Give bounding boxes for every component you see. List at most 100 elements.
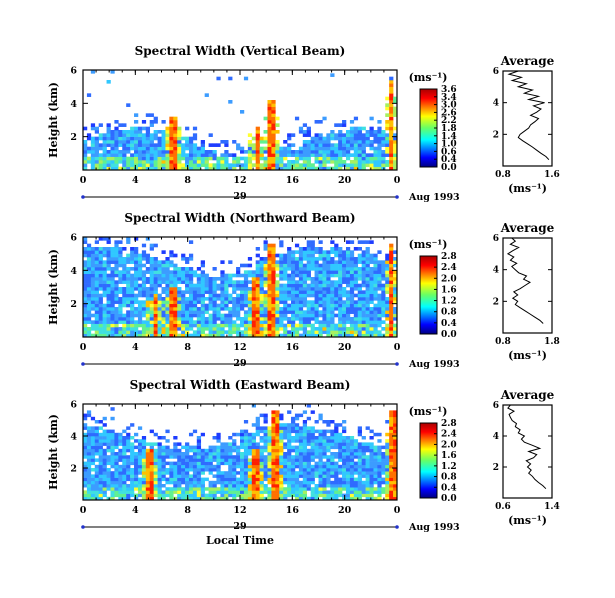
- heatmap-cell: [212, 487, 217, 491]
- heatmap-cell: [310, 439, 315, 443]
- heatmap-cell: [106, 496, 111, 501]
- heatmap-cell: [298, 270, 304, 274]
- heatmap-cell: [318, 250, 323, 254]
- heatmap-cell: [161, 143, 166, 147]
- heatmap-cell: [349, 480, 355, 485]
- heatmap-cell: [134, 464, 139, 469]
- heatmap-cell: [130, 480, 135, 485]
- heatmap-cell: [177, 320, 182, 324]
- heatmap-cell: [251, 471, 256, 475]
- x-tick-label: 8: [184, 505, 191, 516]
- heatmap-cell: [98, 160, 103, 164]
- heatmap-cell: [279, 160, 284, 164]
- heatmap-cell: [232, 448, 237, 453]
- heatmap-cell: [255, 320, 260, 324]
- heatmap-cell: [134, 166, 139, 171]
- heatmap-cell: [98, 455, 103, 459]
- heatmap-cell: [306, 243, 311, 248]
- y-axis-label: Height (km): [47, 414, 60, 490]
- heatmap-cell: [275, 150, 280, 154]
- heatmap-cell: [389, 150, 394, 154]
- heatmap-cell: [102, 237, 107, 241]
- heatmap-cell: [326, 270, 331, 274]
- heatmap-cell: [86, 468, 92, 472]
- heatmap-cell: [208, 468, 213, 472]
- heatmap-cell: [149, 300, 154, 304]
- heatmap-cell: [145, 136, 151, 141]
- heatmap-cell: [318, 416, 323, 421]
- heatmap-cell: [220, 283, 225, 288]
- heatmap-cell: [267, 267, 272, 271]
- heatmap-cell: [126, 136, 131, 141]
- heatmap-cell: [255, 153, 260, 157]
- heatmap-cell: [255, 323, 260, 328]
- heatmap-cell: [334, 247, 339, 251]
- heatmap-cell: [83, 163, 88, 167]
- heatmap-cell: [177, 493, 182, 498]
- heatmap-cell: [141, 166, 147, 171]
- heatmap-cell: [114, 327, 119, 331]
- heatmap-cell: [393, 263, 398, 268]
- heatmap-cell: [83, 293, 88, 298]
- heatmap-cell: [373, 267, 378, 271]
- heatmap-cell: [381, 327, 386, 331]
- heatmap-cell: [173, 468, 178, 472]
- heatmap-cell: [114, 126, 119, 131]
- heatmap-cell: [90, 140, 96, 144]
- heatmap-cell: [310, 240, 315, 244]
- heatmap-cell: [122, 263, 127, 268]
- heatmap-cell: [275, 477, 280, 482]
- heatmap-cell: [149, 468, 154, 472]
- heatmap-cell: [141, 442, 147, 446]
- heatmap-cell: [122, 445, 127, 450]
- heatmap-cell: [122, 280, 127, 284]
- heatmap-cell: [267, 429, 272, 434]
- heatmap-cell: [393, 313, 398, 318]
- heatmap-cell: [106, 480, 111, 485]
- heatmap-cell: [122, 257, 127, 261]
- heatmap-cell: [302, 140, 308, 144]
- heatmap-cell: [240, 432, 245, 437]
- heatmap-cell: [334, 263, 339, 268]
- heatmap-cell: [357, 303, 362, 308]
- heatmap-cell: [90, 273, 96, 278]
- heatmap-cell: [134, 484, 139, 488]
- heatmap-cell: [137, 290, 143, 294]
- heatmap-cell: [86, 160, 92, 164]
- heatmap-cell: [200, 280, 205, 284]
- heatmap-cell: [373, 487, 378, 491]
- heatmap-cell: [102, 455, 107, 459]
- heatmap-cell: [267, 480, 272, 485]
- heatmap-cell: [94, 333, 99, 338]
- heatmap-cell: [334, 123, 339, 127]
- heatmap-cell: [377, 445, 382, 450]
- heatmap-cell: [294, 303, 300, 308]
- heatmap-cell: [306, 436, 311, 440]
- heatmap-cell: [192, 156, 198, 161]
- heatmap-cell: [314, 317, 319, 321]
- heatmap-cell: [330, 156, 335, 161]
- heatmap-cell: [134, 310, 139, 314]
- heatmap-cell: [345, 303, 351, 308]
- heatmap-cell: [389, 436, 394, 440]
- heatmap-cell: [338, 133, 343, 137]
- heatmap-cell: [126, 143, 131, 147]
- heatmap-cell: [228, 333, 233, 338]
- heatmap-cell: [181, 136, 186, 141]
- heatmap-cell: [389, 166, 394, 171]
- heatmap-cell: [393, 333, 398, 338]
- heatmap-cell: [369, 283, 374, 288]
- heatmap-cell: [114, 146, 119, 151]
- heatmap-cell: [330, 290, 335, 294]
- heatmap-cell: [318, 436, 323, 440]
- heatmap-cell: [94, 287, 99, 291]
- heatmap-cell: [169, 156, 174, 161]
- heatmap-cell: [196, 480, 202, 485]
- heatmap-cell: [279, 320, 284, 324]
- heatmap-cell: [369, 270, 374, 274]
- heatmap-cell: [377, 439, 382, 443]
- heatmap-cell: [275, 146, 280, 151]
- heatmap-cell: [357, 130, 362, 134]
- heatmap-cell: [267, 327, 272, 331]
- heatmap-cell: [259, 480, 264, 485]
